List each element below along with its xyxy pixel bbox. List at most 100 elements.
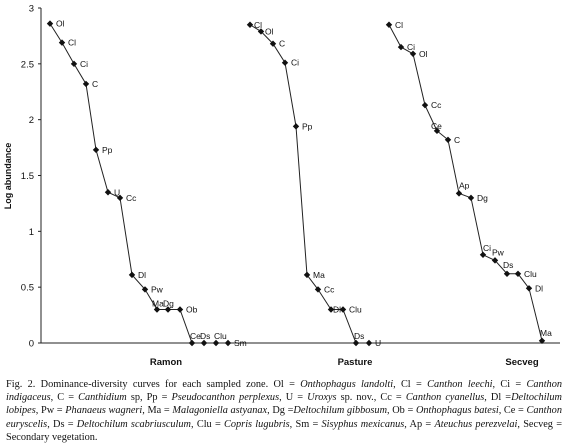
data-point-label: Dl	[535, 283, 543, 293]
caption-text: , Sm =	[289, 418, 322, 430]
data-point-label: Ds	[200, 331, 210, 341]
data-point-label: Ce	[431, 121, 442, 131]
data-point-marker	[141, 286, 149, 293]
caption-species-name: Canthon indigaceus	[6, 379, 563, 404]
y-ticks: 0 0.5 1 1.5 2 2.5 3	[21, 4, 41, 350]
data-point-label: Clu	[214, 331, 227, 341]
data-point-label: Ma	[152, 299, 164, 309]
data-point-label: Ci	[291, 58, 299, 68]
caption-species-name: Uroxys	[307, 392, 337, 404]
data-point-label: Ol	[419, 49, 428, 59]
y-tick-label: 1	[29, 227, 34, 238]
series-line	[49, 23, 228, 344]
data-point-label: Dg	[163, 299, 174, 309]
data-point-marker	[525, 285, 533, 292]
data-point-label: Cc	[324, 284, 335, 294]
data-point-marker	[46, 20, 54, 27]
data-point-label: Ci	[483, 243, 491, 253]
caption-text: , U =	[279, 392, 308, 404]
caption-text: , Ds =	[47, 418, 77, 430]
data-point-marker	[200, 339, 208, 347]
data-point-marker	[444, 136, 452, 143]
data-point-label: Dl	[333, 305, 341, 315]
caption-species-name: Deltochilum scabriusculum	[76, 418, 191, 430]
y-axis-label: Log abundance	[3, 143, 13, 210]
caption-species-name: Onthophagus batesi	[415, 405, 499, 417]
data-point-marker	[409, 50, 417, 57]
data-point-label: C	[92, 79, 98, 89]
zone-labels: Ramon Pasture Secveg	[150, 357, 539, 368]
data-point-marker	[467, 194, 475, 202]
data-point-label: Ds	[503, 260, 513, 270]
data-point-marker	[128, 271, 136, 279]
y-tick-label: 0.5	[21, 283, 34, 294]
caption-text: , Ci =	[492, 379, 527, 390]
caption-species-name: Canthon leechi	[427, 379, 493, 390]
data-point-marker	[352, 339, 360, 347]
caption-species-name: Phanaeus wagneri	[65, 405, 143, 417]
data-point-marker	[92, 146, 100, 154]
data-point-marker	[82, 80, 90, 88]
caption-species-name: Malagoniella astyanax	[172, 405, 268, 417]
data-point-marker	[153, 306, 161, 313]
data-point-label: Cl	[68, 38, 76, 48]
data-point-label: C	[279, 39, 285, 49]
data-point-label: Ol	[265, 26, 274, 36]
zone-label-pasture: Pasture	[338, 357, 373, 368]
caption-species-name: Ateuchus perezvelai	[434, 418, 518, 430]
caption-species-name: Copris lugubris	[224, 418, 290, 430]
caption-species-name: Pseudocanthon perplexus	[171, 392, 280, 404]
data-point-marker	[164, 306, 172, 313]
data-point-marker	[70, 60, 78, 68]
caption-text: , Clu =	[191, 418, 225, 430]
data-point-label: Dl	[138, 270, 146, 280]
caption-species-name: Canthidium	[78, 392, 127, 404]
caption-species-name: Canthon euryscelis	[6, 405, 562, 430]
data-point-marker	[116, 194, 124, 202]
caption-text: , Dg =	[267, 405, 294, 417]
data-point-marker	[538, 337, 546, 344]
data-point-marker	[491, 257, 499, 264]
data-point-marker	[281, 59, 289, 66]
caption-text: , Secveg = Secondary vegetation.	[6, 418, 562, 443]
data-point-label: Ci	[80, 59, 88, 69]
y-tick-label: 0	[29, 339, 34, 350]
caption-species-name: Canthon cyanellus	[405, 392, 485, 404]
data-point-marker	[188, 339, 196, 347]
data-point-label: Ds	[354, 331, 364, 341]
data-point-label: Sm	[234, 338, 247, 348]
y-tick-label: 2	[29, 115, 34, 126]
data-point-label: Ol	[56, 19, 65, 29]
data-point-label: Ma	[313, 270, 325, 280]
data-point-marker	[104, 189, 112, 196]
data-point-marker	[455, 190, 463, 197]
data-point-marker	[257, 28, 265, 35]
data-point-label: Ap	[459, 180, 470, 190]
data-point-label: Dg	[477, 193, 488, 203]
caption-text: , Pw =	[35, 405, 66, 417]
data-point-label: Ma	[540, 328, 552, 338]
data-point-marker	[224, 339, 232, 347]
data-point-marker	[385, 21, 393, 28]
y-tick-label: 3	[29, 4, 34, 15]
data-point-label: U	[375, 338, 381, 348]
data-point-marker	[269, 40, 277, 47]
caption-text: , C =	[50, 392, 79, 404]
caption-text: sp, Pp =	[126, 392, 172, 404]
data-point-marker	[514, 270, 522, 277]
data-point-marker	[327, 306, 335, 313]
data-point-label: Ce	[190, 331, 201, 341]
data-point-label: Ci	[407, 42, 415, 52]
data-point-label: U	[114, 187, 120, 197]
caption-species-name: Deltochilum gibbosum	[293, 405, 388, 417]
data-point-label: Clu	[349, 305, 362, 315]
data-point-marker	[212, 339, 220, 347]
data-point-marker	[397, 43, 405, 51]
caption-text: , Dl =	[484, 392, 512, 404]
caption-text: , Ob =	[387, 405, 416, 417]
caption-text: , Ma =	[142, 405, 173, 417]
data-point-label: Pp	[102, 145, 113, 155]
